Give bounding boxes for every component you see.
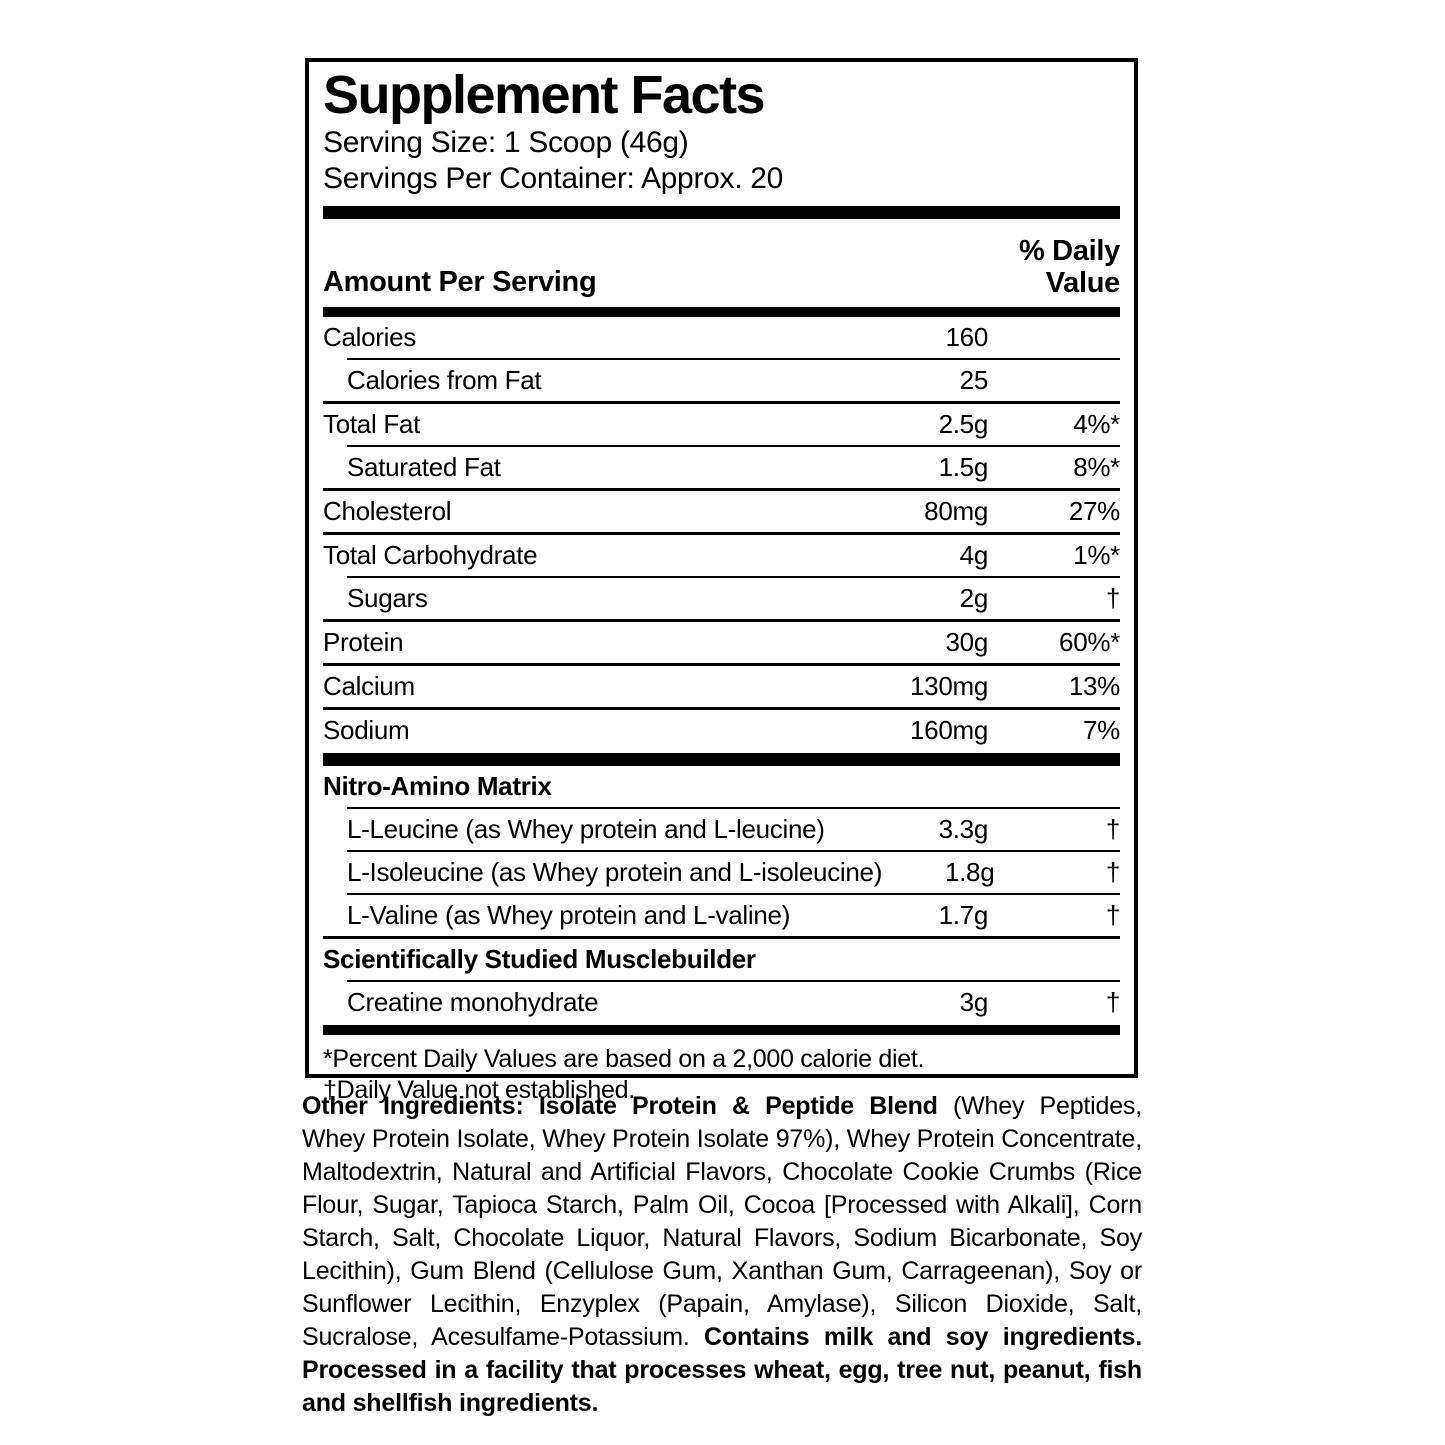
divider bbox=[323, 488, 1120, 492]
other-ingredients-body: (Whey Peptides, Whey Protein Isolate, Wh… bbox=[302, 1092, 1142, 1351]
nutrient-name: Cholesterol bbox=[323, 496, 452, 527]
nutrient-amount: 3.3g bbox=[938, 814, 989, 845]
nutrient-dv: † bbox=[1105, 814, 1120, 845]
nutrient-row-calories-from-fat: Calories from Fat 25 bbox=[323, 360, 1120, 401]
nutrient-row-saturated-fat: Saturated Fat 1.5g 8%* bbox=[323, 447, 1120, 488]
nutrient-amount: 4g bbox=[959, 540, 989, 571]
nutrient-row-sodium: Sodium 160mg 7% bbox=[323, 710, 1120, 751]
nutrient-amount: 130mg bbox=[910, 671, 988, 702]
servings-per-container: Servings Per Container: Approx. 20 bbox=[323, 162, 784, 196]
nutrient-dv: 13% bbox=[1068, 671, 1120, 702]
nutrient-amount: 160mg bbox=[910, 715, 988, 746]
divider bbox=[323, 401, 1120, 405]
nutrient-row-calcium: Calcium 130mg 13% bbox=[323, 666, 1120, 707]
nutrient-name: L-Leucine (as Whey protein and L-leucine… bbox=[347, 814, 825, 845]
nutrient-dv: 4%* bbox=[1073, 409, 1120, 440]
nutrient-amount: 1.7g bbox=[938, 900, 989, 931]
footnotes: *Percent Daily Values are based on a 2,0… bbox=[323, 1035, 1120, 1106]
nutrient-dv: 8%* bbox=[1073, 452, 1120, 483]
nutrient-name: Calories from Fat bbox=[347, 365, 542, 396]
nutrient-row-l-leucine: L-Leucine (as Whey protein and L-leucine… bbox=[323, 809, 1120, 850]
nutrient-name: Sodium bbox=[323, 715, 410, 746]
nutrient-dv: 27% bbox=[1068, 496, 1120, 527]
nutrient-name: Calories bbox=[323, 322, 416, 353]
nutrient-row-total-fat: Total Fat 2.5g 4%* bbox=[323, 404, 1120, 445]
section-header-label: Scientifically Studied Musclebuilder bbox=[323, 944, 756, 975]
nutrient-amount: 30g bbox=[945, 627, 989, 658]
nutrient-name: Total Fat bbox=[323, 409, 421, 440]
section-header-nitro-amino-matrix: Nitro-Amino Matrix bbox=[323, 766, 1120, 807]
divider bbox=[347, 807, 1120, 810]
nutrient-dv: 1%* bbox=[1073, 540, 1120, 571]
daily-value-header: % Daily Value bbox=[1018, 235, 1120, 300]
nutrient-name: Total Carbohydrate bbox=[323, 540, 538, 571]
divider bbox=[347, 358, 1120, 361]
divider bbox=[347, 850, 1120, 853]
serving-size: Serving Size: 1 Scoop (46g) bbox=[323, 126, 689, 160]
divider bbox=[323, 936, 1120, 940]
nutrient-amount: 1.5g bbox=[938, 452, 989, 483]
nutrient-row-cholesterol: Cholesterol 80mg 27% bbox=[323, 491, 1120, 532]
nutrient-row-l-valine: L-Valine (as Whey protein and L-valine) … bbox=[323, 895, 1120, 936]
nutrient-name: Protein bbox=[323, 627, 404, 658]
nutrient-name: Creatine monohydrate bbox=[347, 987, 599, 1018]
nutrient-row-l-isoleucine: L-Isoleucine (as Whey protein and L-isol… bbox=[323, 852, 1120, 893]
nutrient-amount: 2.5g bbox=[938, 409, 989, 440]
nutrient-dv: 60%* bbox=[1059, 627, 1120, 658]
column-headers: Amount Per Serving % Daily Value bbox=[323, 219, 1120, 307]
nutrient-amount: 1.8g bbox=[944, 857, 995, 888]
divider bbox=[323, 532, 1120, 536]
footnote-daily-value-not-established: †Daily Value not established. bbox=[323, 1076, 635, 1105]
allergen-statement: Contains milk and soy ingredients. Proce… bbox=[302, 1323, 1142, 1417]
section-header-label: Nitro-Amino Matrix bbox=[323, 771, 552, 802]
nutrient-amount: 80mg bbox=[924, 496, 988, 527]
nutrient-name: L-Isoleucine (as Whey protein and L-isol… bbox=[347, 857, 883, 888]
section-header-musclebuilder: Scientifically Studied Musclebuilder bbox=[323, 939, 1120, 980]
thick-divider-bar bbox=[323, 206, 1120, 220]
amount-per-serving-header: Amount Per Serving bbox=[323, 266, 597, 299]
supplement-facts-panel: Supplement Facts Serving Size: 1 Scoop (… bbox=[305, 58, 1138, 1104]
other-ingredients-lead: Other Ingredients: Isolate Protein & Pep… bbox=[302, 1092, 938, 1120]
nutrient-amount: 25 bbox=[959, 365, 989, 396]
nutrient-name: Sugars bbox=[347, 583, 428, 614]
nutrient-amount: 160 bbox=[945, 322, 989, 353]
divider bbox=[323, 707, 1120, 711]
thick-divider-bar bbox=[323, 307, 1120, 318]
divider bbox=[347, 893, 1120, 896]
nutrient-name: Calcium bbox=[323, 671, 415, 702]
panel-title: Supplement Facts bbox=[323, 65, 766, 125]
nutrient-dv: † bbox=[1105, 900, 1120, 931]
divider bbox=[347, 980, 1120, 983]
footnote-percent-daily-values: *Percent Daily Values are based on a 2,0… bbox=[323, 1045, 925, 1074]
nutrient-row-creatine-monohydrate: Creatine monohydrate 3g † bbox=[323, 982, 1120, 1023]
nutrient-name: L-Valine (as Whey protein and L-valine) bbox=[347, 900, 791, 931]
divider bbox=[323, 619, 1120, 623]
nutrient-dv: † bbox=[1105, 583, 1120, 614]
nutrient-row-total-carbohydrate: Total Carbohydrate 4g 1%* bbox=[323, 535, 1120, 576]
thick-divider-bar bbox=[323, 753, 1120, 767]
other-ingredients-paragraph: Other Ingredients: Isolate Protein & Pep… bbox=[302, 1090, 1142, 1420]
divider bbox=[323, 663, 1120, 667]
nutrient-row-sugars: Sugars 2g † bbox=[323, 578, 1120, 619]
divider bbox=[347, 445, 1120, 448]
thick-divider-bar bbox=[323, 1025, 1120, 1036]
nutrient-dv: † bbox=[1105, 857, 1120, 888]
nutrient-row-calories: Calories 160 bbox=[323, 317, 1120, 358]
nutrient-dv: 7% bbox=[1083, 715, 1120, 746]
divider bbox=[347, 576, 1120, 579]
nutrient-amount: 2g bbox=[959, 583, 989, 614]
nutrient-name: Saturated Fat bbox=[347, 452, 501, 483]
nutrient-row-protein: Protein 30g 60%* bbox=[323, 622, 1120, 663]
nutrient-dv: † bbox=[1105, 987, 1120, 1018]
nutrient-amount: 3g bbox=[959, 987, 989, 1018]
